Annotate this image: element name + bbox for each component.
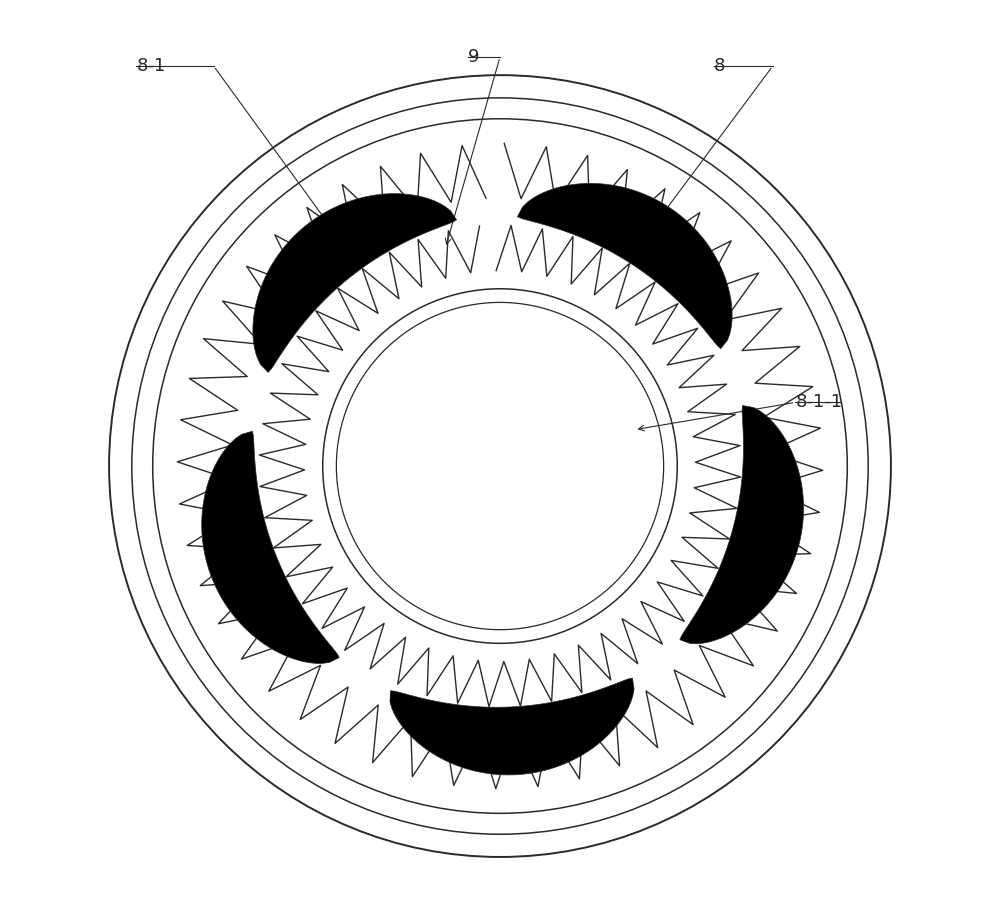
Text: 8-1: 8-1	[136, 57, 166, 75]
Polygon shape	[390, 678, 634, 775]
Polygon shape	[517, 184, 732, 349]
Text: 9: 9	[468, 48, 480, 66]
Text: 8: 8	[714, 57, 725, 75]
Polygon shape	[253, 194, 457, 372]
Polygon shape	[202, 431, 339, 664]
Text: 8-1-1: 8-1-1	[795, 393, 843, 412]
Polygon shape	[680, 405, 804, 643]
